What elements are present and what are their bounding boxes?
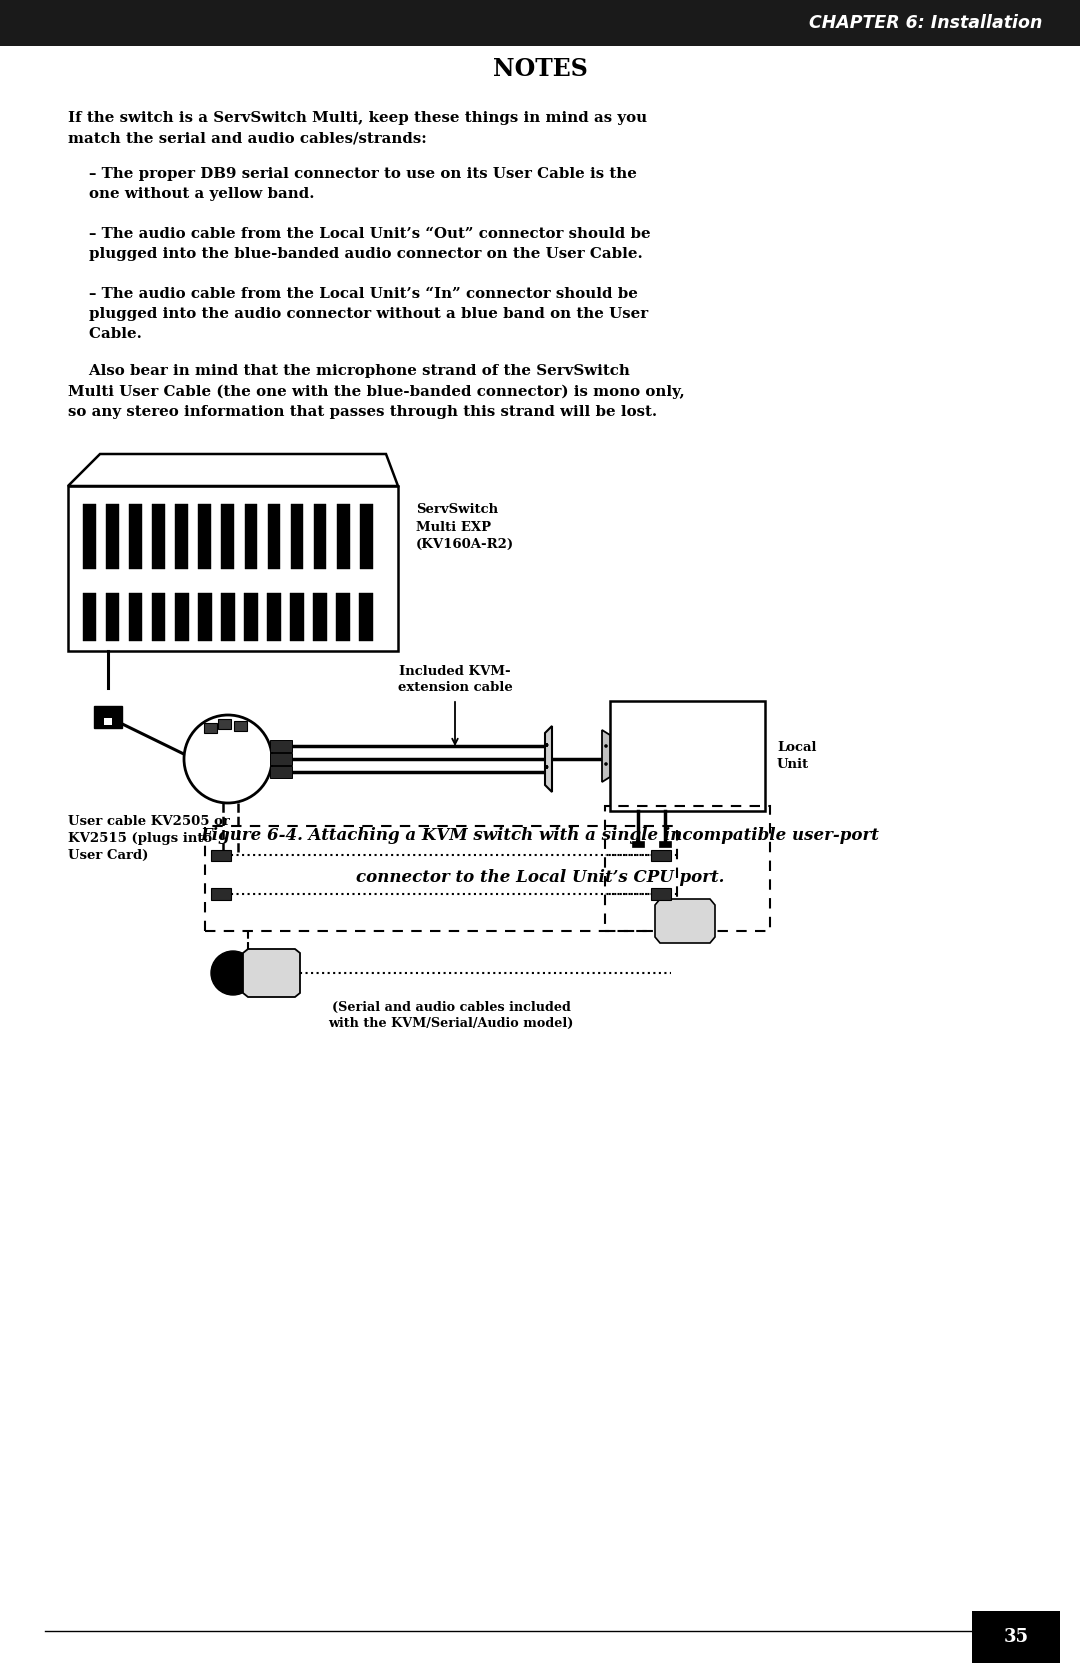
Bar — [175, 592, 189, 641]
Circle shape — [211, 951, 255, 995]
Bar — [203, 723, 216, 733]
Bar — [651, 888, 671, 900]
Bar — [211, 888, 231, 900]
Text: – The audio cable from the Local Unit’s “Out” connector should be
    plugged in: – The audio cable from the Local Unit’s … — [68, 227, 650, 260]
Bar — [972, 1611, 1059, 1662]
Bar — [0, 0, 1080, 47]
Bar — [659, 841, 671, 846]
Bar — [632, 841, 644, 846]
Bar — [68, 486, 399, 651]
Bar — [221, 504, 234, 569]
Bar — [291, 592, 303, 641]
Bar — [605, 806, 770, 931]
Bar — [291, 504, 303, 569]
Bar — [104, 718, 112, 724]
Bar — [221, 592, 234, 641]
Bar — [152, 504, 165, 569]
Bar — [106, 592, 119, 641]
Circle shape — [544, 764, 549, 769]
Bar — [270, 766, 292, 778]
Circle shape — [544, 743, 549, 748]
Bar — [337, 504, 350, 569]
Bar — [211, 850, 231, 861]
Bar — [205, 826, 677, 931]
Circle shape — [544, 743, 549, 748]
Circle shape — [604, 763, 608, 766]
Text: CHAPTER 6: Installation: CHAPTER 6: Installation — [809, 13, 1042, 32]
Bar — [82, 592, 96, 641]
Bar — [314, 504, 326, 569]
Bar — [244, 504, 257, 569]
Bar — [106, 504, 119, 569]
Bar — [129, 592, 143, 641]
Text: – The audio cable from the Local Unit’s “In” connector should be
    plugged int: – The audio cable from the Local Unit’s … — [68, 287, 648, 340]
Text: connector to the Local Unit’s CPU port.: connector to the Local Unit’s CPU port. — [355, 870, 725, 886]
Circle shape — [604, 744, 608, 748]
Circle shape — [544, 743, 549, 748]
Text: 35: 35 — [1003, 1627, 1028, 1646]
Bar — [267, 592, 281, 641]
Polygon shape — [545, 726, 552, 793]
Circle shape — [544, 764, 549, 769]
Bar — [313, 592, 327, 641]
Bar — [198, 592, 212, 641]
Text: (Serial and audio cables included
with the KVM/Serial/Audio model): (Serial and audio cables included with t… — [328, 1001, 573, 1030]
Bar — [268, 504, 281, 569]
Bar — [233, 721, 247, 731]
Bar — [199, 504, 211, 569]
Bar — [270, 739, 292, 753]
Circle shape — [544, 743, 549, 748]
Bar — [270, 753, 292, 764]
Bar — [130, 504, 141, 569]
Bar — [244, 592, 258, 641]
Polygon shape — [243, 950, 300, 996]
Polygon shape — [602, 729, 610, 783]
Text: NOTES: NOTES — [492, 57, 588, 82]
Bar — [651, 850, 671, 861]
Text: Also bear in mind that the microphone strand of the ServSwitch
Multi User Cable : Also bear in mind that the microphone st… — [68, 364, 685, 419]
Circle shape — [544, 764, 549, 769]
Circle shape — [184, 714, 272, 803]
Text: Figure 6-4. Attaching a KVM switch with a single incompatible user-port: Figure 6-4. Attaching a KVM switch with … — [201, 828, 879, 845]
Bar — [360, 504, 373, 569]
Bar — [151, 592, 165, 641]
Text: User cable KV2505 or
KV2515 (plugs into
User Card): User cable KV2505 or KV2515 (plugs into … — [68, 814, 230, 861]
Bar — [94, 706, 122, 728]
Text: Included KVM-
extension cable: Included KVM- extension cable — [397, 664, 512, 694]
Bar — [336, 592, 350, 641]
Polygon shape — [654, 900, 715, 943]
FancyBboxPatch shape — [610, 701, 765, 811]
Bar — [175, 504, 188, 569]
Text: – The proper DB9 serial connector to use on its User Cable is the
    one withou: – The proper DB9 serial connector to use… — [68, 167, 637, 200]
Polygon shape — [68, 454, 399, 486]
Bar — [360, 592, 373, 641]
Bar — [218, 719, 231, 729]
Text: If the switch is a ServSwitch Multi, keep these things in mind as you
match the : If the switch is a ServSwitch Multi, kee… — [68, 112, 647, 145]
Circle shape — [544, 743, 549, 748]
Circle shape — [544, 764, 549, 769]
Text: Local
Unit: Local Unit — [777, 741, 816, 771]
Text: ServSwitch
Multi EXP
(KV160A-R2): ServSwitch Multi EXP (KV160A-R2) — [416, 504, 514, 551]
Bar — [83, 504, 96, 569]
